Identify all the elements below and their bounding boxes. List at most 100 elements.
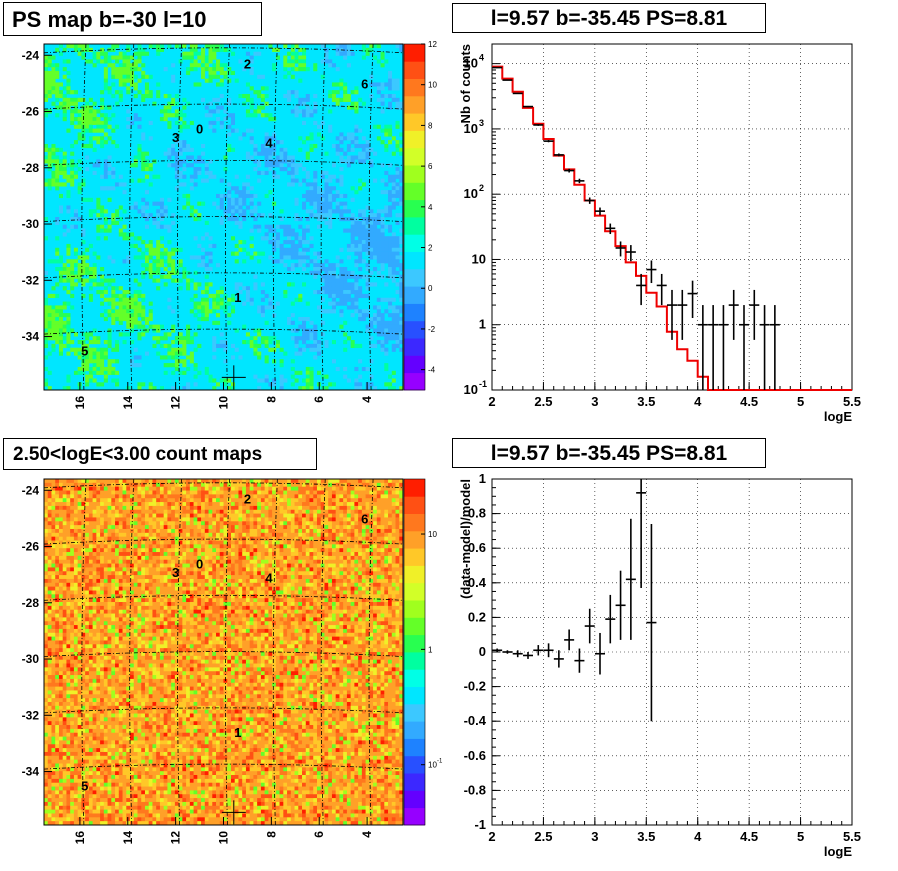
spectrum-data-point [656,273,667,306]
count-map-x-tick-label: 12 [169,831,183,845]
residual-y-tick-label: -0.6 [464,748,486,763]
spectrum-x-axis-title: logE [824,409,852,424]
spectrum-data-point [769,305,780,390]
count-map-graticule-lon [177,478,183,826]
spectrum-x-tick-label: 5.5 [843,394,861,409]
spectrum-x-tick-label: 3 [591,394,598,409]
ps-map-y-tick-label: -26 [22,105,40,119]
ps-map-y-tick-label: -24 [22,48,40,62]
ps-map-x-tick-label: 12 [169,396,183,410]
spectrum-y-tick-exponent: -1 [479,379,487,389]
spectrum-data-point [502,79,513,81]
spectrum-data-point [574,178,585,184]
count-map-colorbar-cell [404,513,425,532]
residual-x-tick-label: 5 [797,829,804,844]
residual-data-point [543,643,554,658]
count-colorbar-exponent: -1 [437,759,443,765]
ps-map-colorbar-cell [404,234,425,252]
ps-colorbar-label: 6 [428,162,433,171]
count-map-graticule-lat [43,763,404,770]
residual-y-tick-label: -0.8 [464,782,486,797]
spectrum-y-tick-exponent: 2 [479,183,484,193]
spectrum-y-tick-label: 10 [464,56,478,71]
count-map-x-tick-label: 14 [121,831,135,845]
spectrum-x-tick-label: 3.5 [637,394,655,409]
residual-data-point [595,632,605,675]
spectrum-data-point [625,245,636,262]
ps-map-colorbar-cell [404,199,425,218]
residual-y-tick-label: -0.4 [464,713,487,728]
ps-map-source-label-1: 1 [234,290,241,305]
ps-map-graticule [43,43,404,391]
count-map-colorbar-frame [403,478,426,826]
count-map-colorbar-cell [404,755,425,774]
residual-x-tick-label: 3.5 [637,829,655,844]
residual-y-tick-label: 0.4 [468,575,487,590]
ps-map-source-label-3: 3 [172,130,179,145]
ps-map-graticule-lon [225,43,230,391]
spectrum-data-point [553,153,564,157]
count-map-colorbar-cell [404,496,425,514]
count-map-source-label-1: 1 [234,725,241,740]
ps-map-source-label-4: 4 [265,135,273,150]
ps-colorbar-label: -2 [428,325,436,334]
ps-map-graticule-lon [320,43,326,391]
count-map-graticule-lat [43,594,404,601]
ps-map-graticule-lon [81,43,87,391]
count-map-colorbar-cell [404,807,425,826]
ps-map-x-tick-label: 16 [73,396,87,410]
residual-data-point [615,570,626,640]
count-map-colorbar-cell [404,703,425,722]
ps-map-x-tick-label: 10 [217,396,231,410]
ps-map-colorbar-cell [404,217,425,235]
ps-colorbar-label: 2 [428,244,433,253]
count-map-y-tick-label: -30 [22,652,40,666]
spectrum-y-tick-label: 10 [464,186,478,201]
ps-map-source-label-5: 5 [81,344,88,359]
residual-grid [491,478,853,826]
spectrum-data-point [759,305,770,390]
ps-map-colorbar-cell [404,182,425,201]
ps-map-graticule-lat [43,272,404,279]
ps-map-graticule-lat [43,47,404,54]
count-map-graticule-lat [43,651,404,657]
ps-colorbar-label: 4 [428,203,433,212]
spectrum-data-point [615,241,626,257]
ps-map-colorbar-cell [404,147,425,166]
count-map-y-tick-label: -26 [22,540,40,554]
ps-map-source-label-2: 2 [244,57,251,72]
spectrum-data-point [667,289,677,340]
residual-y-tick-label: 0.8 [468,506,486,521]
count-colorbar-label: 1 [428,645,433,654]
count-map-colorbar-cell [404,790,425,809]
spectrum-x-tick-label: 2 [488,394,495,409]
ps-map-y-tick-label: -30 [22,217,40,231]
count-map-source-label-4: 4 [265,570,273,585]
count-map-y-tick-label: -34 [22,765,40,779]
ps-map-colorbar-cell [404,303,425,322]
spectrum-data-point [728,289,739,340]
ps-map-title: PS map b=-30 l=10 [3,2,262,36]
residual-data-point [512,650,523,658]
ps-map-colorbar-cell [404,320,425,339]
residual-panel: 2 2.5 3 3.5 4 4.5 5 5.5 -1 -0.8 -0.6 -0.4 -0.2 0 0.2 0.… [458,471,861,859]
count-colorbar-label: 10 [428,761,437,770]
count-map-colorbar-cell [404,738,425,757]
residual-data-point [584,608,595,644]
residual-title: l=9.57 b=-35.45 PS=8.81 [452,438,766,468]
ps-map-x-tick-label: 4 [360,396,374,403]
ps-map-colorbar-cell [404,130,425,149]
ps-map-graticule-lon [368,43,374,391]
ps-map-colorbar-cell [404,355,425,374]
count-map-graticule-lon [272,478,278,826]
spectrum-data-point [646,260,657,284]
count-map-colorbar-cell [404,634,425,653]
residual-x-axis-title: logE [824,844,852,859]
residual-x-tick-label: 2.5 [534,829,552,844]
residual-y-tick-label: 1 [479,471,486,486]
residual-data-point [553,650,564,668]
spectrum-x-tick-label: 4.5 [740,394,758,409]
spectrum-data-point [718,305,729,390]
count-colorbar-label: 10 [428,530,437,539]
